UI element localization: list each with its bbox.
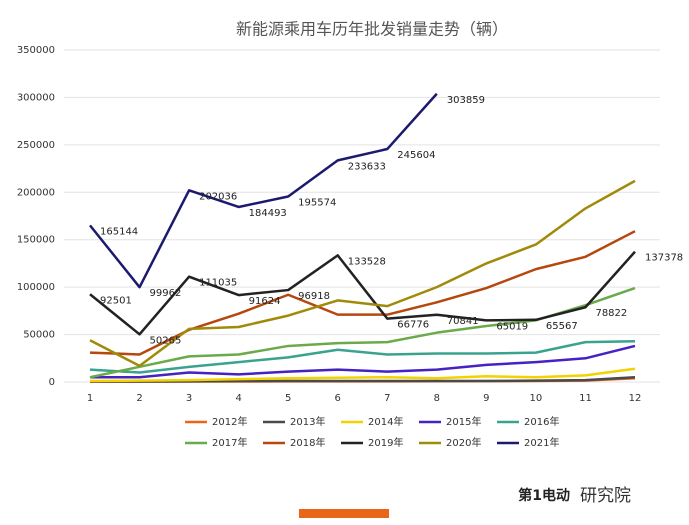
data-label: 70841	[447, 316, 479, 327]
y-tick-label: 100000	[17, 282, 55, 293]
data-label: 184493	[249, 208, 287, 219]
data-label: 99962	[150, 288, 182, 299]
x-tick-label: 2	[136, 393, 142, 404]
series-line	[89, 179, 636, 368]
data-label: 165144	[100, 226, 138, 237]
decor-bar	[299, 509, 389, 518]
data-label: 92501	[100, 295, 132, 306]
x-tick-label: 11	[579, 393, 592, 404]
series-line	[89, 367, 636, 383]
data-label: 303859	[447, 95, 485, 106]
x-tick-label: 7	[384, 393, 390, 404]
series-line	[90, 376, 636, 383]
data-label: 66776	[397, 320, 429, 331]
brand: 第1电动	[518, 487, 570, 504]
x-tick-label: 4	[235, 393, 241, 404]
data-label: 133528	[348, 256, 386, 267]
series-line	[89, 339, 636, 374]
data-label: 78822	[595, 308, 627, 319]
series-line	[89, 250, 636, 336]
data-label: 96918	[298, 291, 330, 302]
y-tick-label: 200000	[17, 187, 55, 198]
y-tick-label: 50000	[23, 330, 55, 341]
data-label: 202036	[199, 191, 237, 202]
y-tick-label: 0	[49, 377, 55, 388]
data-label: 50265	[150, 335, 182, 346]
legend-label: 2012年	[212, 415, 247, 428]
x-tick-label: 6	[335, 393, 341, 404]
series-line	[89, 286, 636, 379]
x-tick-label: 12	[629, 393, 642, 404]
data-label: 65567	[546, 321, 578, 332]
legend-label: 2021年	[524, 436, 559, 449]
legend-label: 2015年	[446, 415, 481, 428]
x-tick-label: 8	[434, 393, 440, 404]
x-tick-label: 3	[186, 393, 192, 404]
y-tick-label: 250000	[17, 140, 55, 151]
data-label: 233633	[348, 161, 386, 172]
data-label: 91624	[249, 296, 281, 307]
data-label: 137378	[645, 253, 683, 264]
data-label: 65019	[496, 321, 528, 332]
data-label: 195574	[298, 197, 336, 208]
x-tick-label: 10	[530, 393, 543, 404]
legend-label: 2016年	[524, 415, 559, 428]
x-tick-label: 9	[483, 393, 489, 404]
legend-label: 2014年	[368, 415, 403, 428]
y-tick-label: 150000	[17, 235, 55, 246]
series-line	[89, 92, 438, 289]
chart-title: 新能源乘用车历年批发销量走势（辆）	[236, 20, 508, 39]
y-tick-label: 300000	[17, 92, 55, 103]
legend-label: 2019年	[368, 436, 403, 449]
legend-label: 2018年	[290, 436, 325, 449]
data-label: 111035	[199, 278, 237, 289]
legend-label: 2020年	[446, 436, 481, 449]
legend-label: 2017年	[212, 436, 247, 449]
x-tick-label: 1	[87, 393, 93, 404]
data-label: 245604	[397, 150, 435, 161]
legend-label: 2013年	[290, 415, 325, 428]
x-tick-label: 5	[285, 393, 291, 404]
y-tick-label: 350000	[17, 45, 55, 56]
series-line	[90, 344, 636, 379]
footer-text: 研究院	[580, 486, 631, 506]
